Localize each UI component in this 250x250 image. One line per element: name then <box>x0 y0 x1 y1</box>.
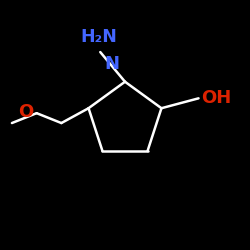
Text: N: N <box>104 54 119 72</box>
Text: O: O <box>18 103 33 121</box>
Text: OH: OH <box>201 89 231 107</box>
Text: H₂N: H₂N <box>80 28 118 46</box>
